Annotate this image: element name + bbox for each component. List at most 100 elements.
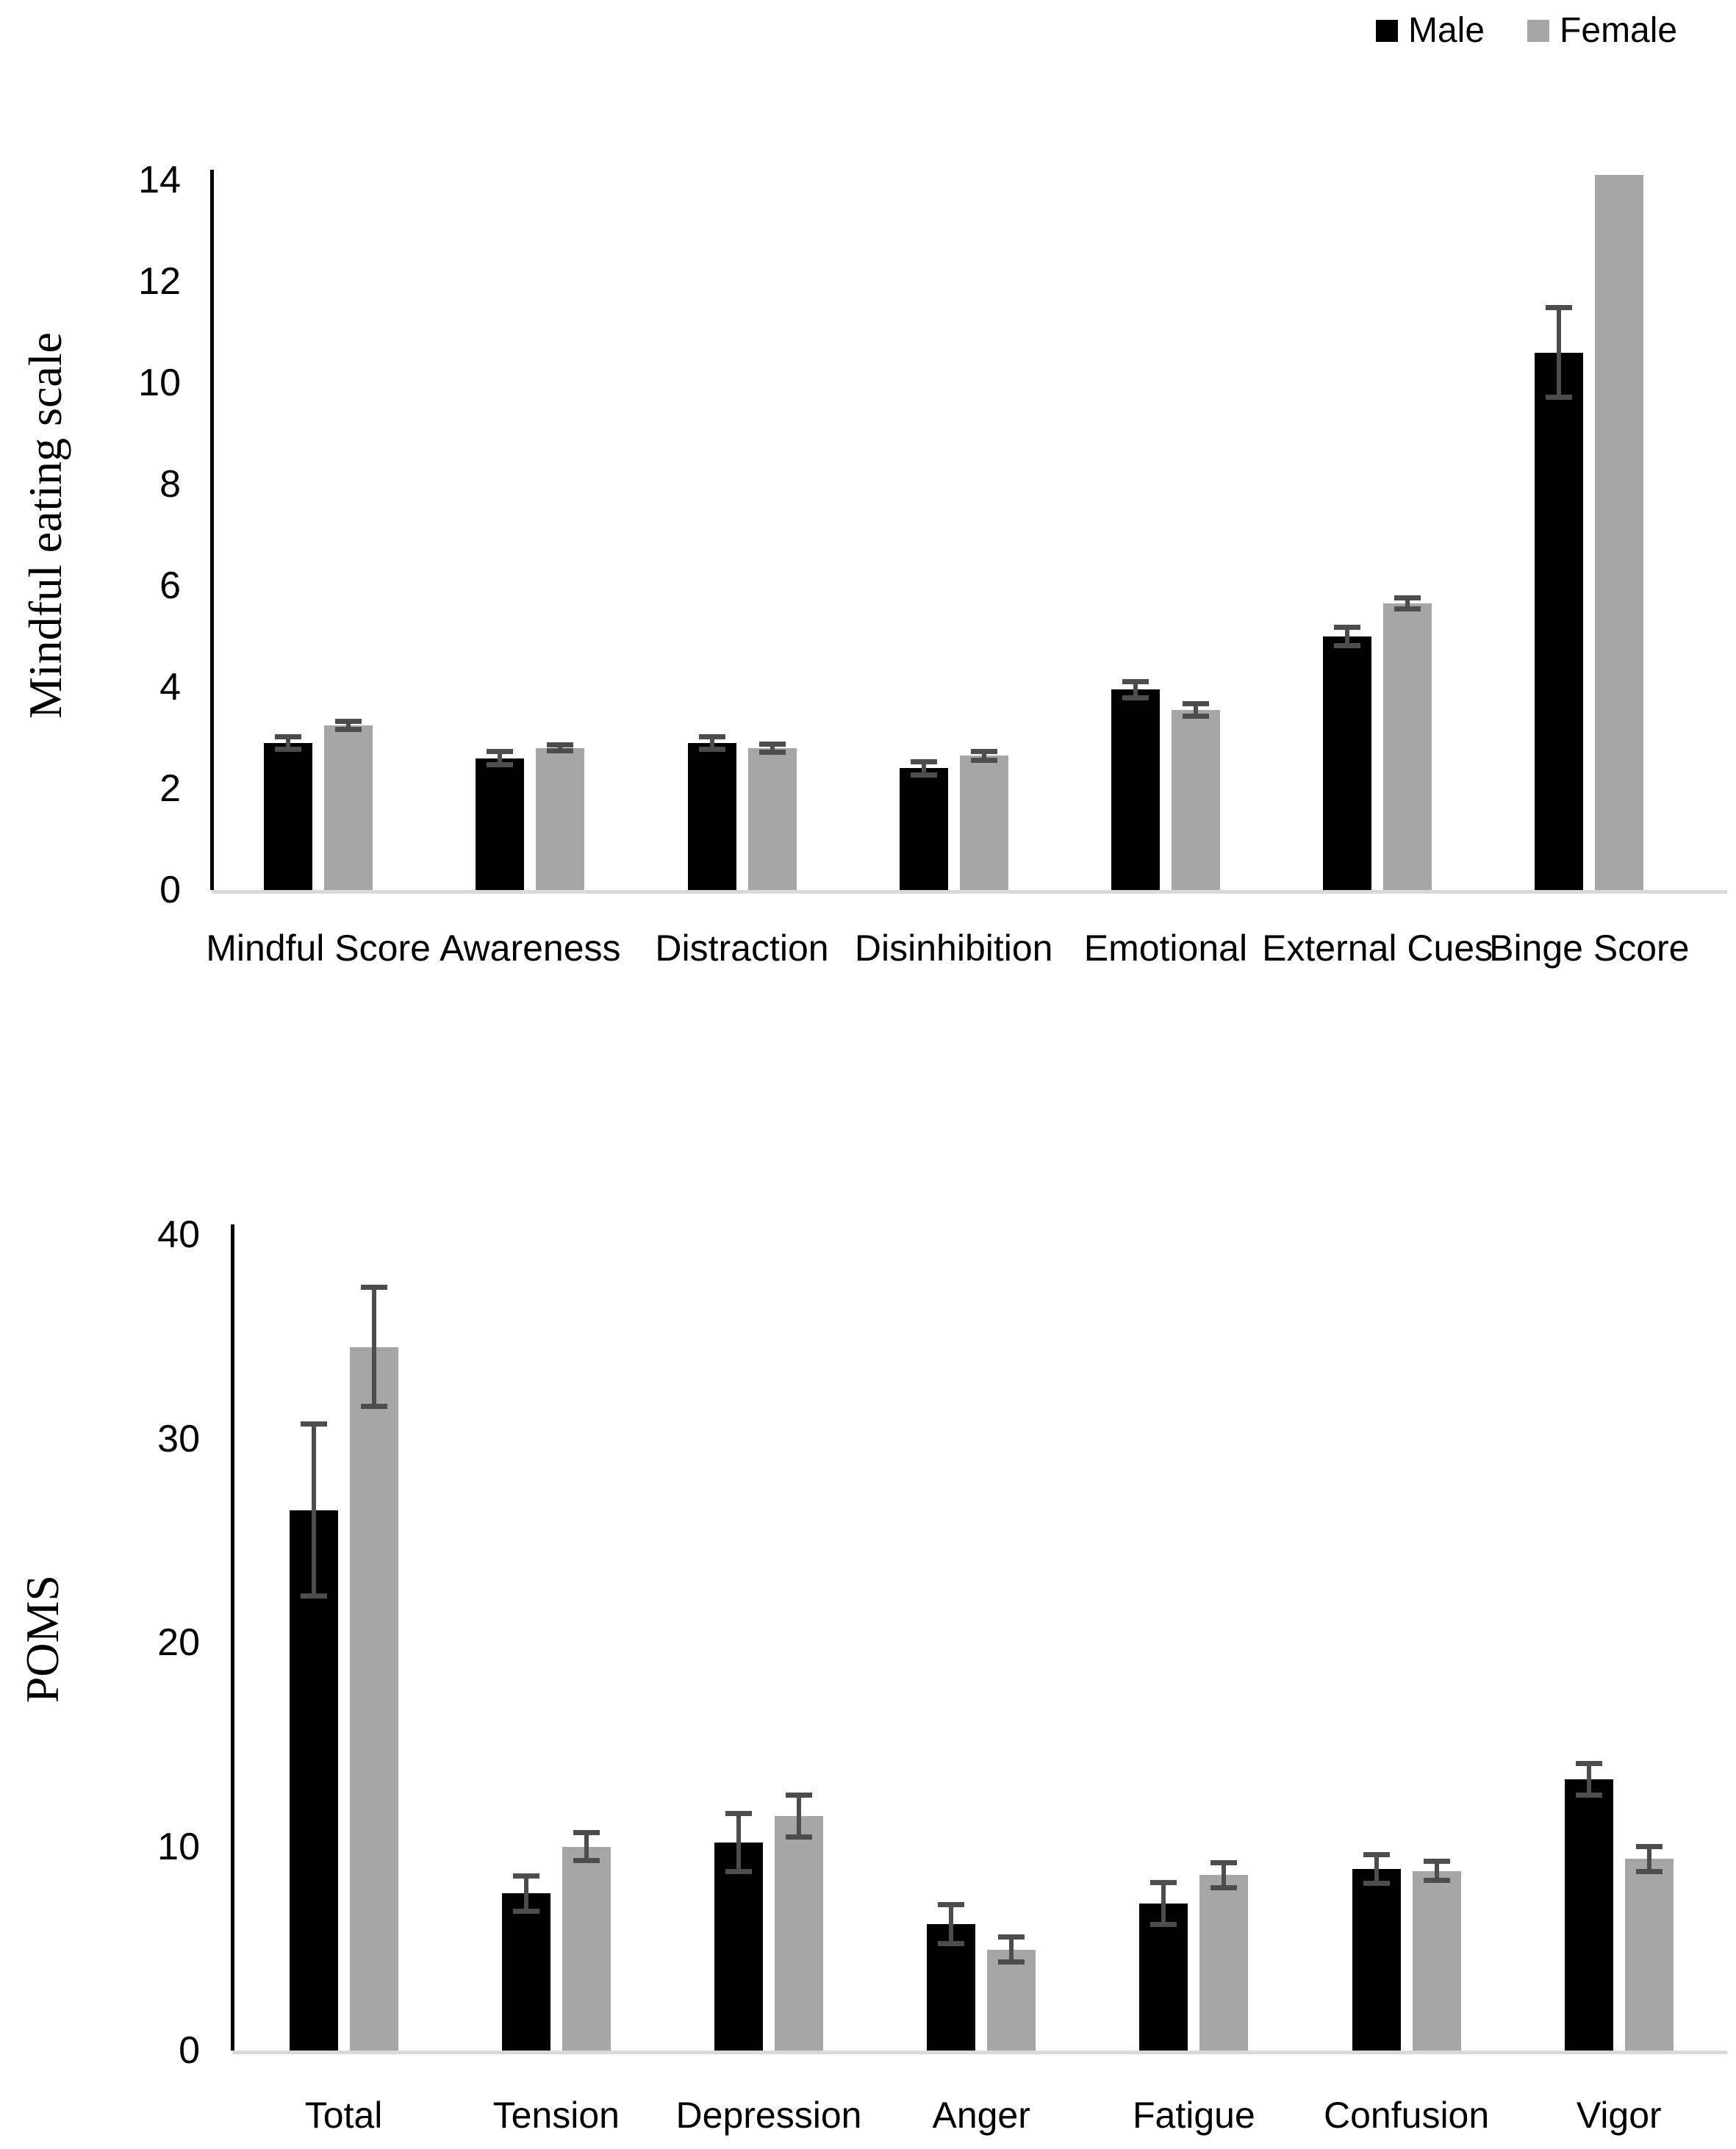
bar-female-mindful-score <box>324 725 373 890</box>
error-bar-cap-top-male-vigor <box>1575 1761 1602 1767</box>
legend-label-female: Female <box>1560 11 1678 50</box>
error-bar-cap-top-male-emotional <box>1122 679 1149 685</box>
error-bar-cap-bottom-male-disinhibition <box>910 772 937 778</box>
y-tick-label-0: 0 <box>179 2029 200 2072</box>
error-bar-line-male-depression <box>736 1814 741 1871</box>
error-bar-cap-top-male-confusion <box>1363 1851 1390 1857</box>
error-bar-line-male-vigor <box>1586 1764 1591 1795</box>
bar-female-awareness <box>536 747 585 890</box>
x-category-label-disinhibition: Disinhibition <box>854 928 1053 969</box>
error-bar-line-female-depression <box>797 1795 801 1837</box>
bar-male-binge-score <box>1535 352 1584 890</box>
x-category-label-tension: Tension <box>492 2095 620 2136</box>
error-bar-line-male-external-cues <box>1345 627 1350 646</box>
bar-male-mindful-score <box>264 742 313 890</box>
bar-male-depression <box>714 1842 763 2051</box>
bar-male-distraction <box>687 742 736 890</box>
error-bar-cap-bottom-male-mindful-score <box>275 747 302 753</box>
error-bar-line-female-mindful-score <box>346 721 351 729</box>
error-bar-cap-top-female-vigor <box>1635 1843 1663 1849</box>
legend-item-female: Female <box>1527 10 1677 51</box>
error-bar-cap-bottom-female-emotional <box>1182 714 1209 720</box>
x-category-label-fatigue: Fatigue <box>1133 2095 1255 2136</box>
y-tick-label-2: 2 <box>159 767 181 810</box>
y-tick-label-0: 0 <box>159 869 181 911</box>
y-tick-label-14: 14 <box>138 159 181 201</box>
bar-female-depression <box>775 1815 823 2051</box>
x-category-label-awareness: Awareness <box>440 928 621 969</box>
bar-male-tension <box>501 1893 550 2051</box>
error-bar-line-female-distraction <box>770 744 775 752</box>
error-bar-cap-top-female-mindful-score <box>335 718 362 724</box>
error-bar-cap-top-male-total <box>300 1421 327 1427</box>
error-bar-line-male-disinhibition <box>921 762 926 775</box>
bar-female-disinhibition <box>959 756 1008 890</box>
bar-female-anger <box>987 1949 1036 2051</box>
error-bar-cap-top-male-anger <box>938 1901 965 1907</box>
error-bar-line-female-vigor <box>1646 1846 1651 1871</box>
male-swatch-icon <box>1376 19 1398 42</box>
error-bar-cap-bottom-female-disinhibition <box>970 757 997 763</box>
error-bar-cap-bottom-male-binge-score <box>1546 395 1573 401</box>
x-category-label-confusion: Confusion <box>1324 2095 1490 2136</box>
error-bar-line-male-anger <box>949 1904 954 1944</box>
y-tick-label-40: 40 <box>157 1213 200 1256</box>
error-bar-cap-top-female-external-cues <box>1394 595 1421 601</box>
error-bar-cap-top-male-external-cues <box>1334 624 1361 630</box>
y-axis-line <box>210 170 214 890</box>
error-bar-line-male-mindful-score <box>286 736 291 750</box>
error-bar-cap-top-male-awareness <box>487 749 514 755</box>
x-category-label-total: Total <box>304 2095 383 2136</box>
error-bar-cap-top-male-disinhibition <box>910 759 937 765</box>
error-bar-line-female-disinhibition <box>981 751 986 760</box>
error-bar-cap-bottom-male-anger <box>938 1941 965 1947</box>
error-bar-cap-bottom-female-external-cues <box>1394 606 1421 612</box>
bar-female-confusion <box>1412 1870 1461 2051</box>
error-bar-cap-top-female-distraction <box>758 741 786 747</box>
y-tick-label-12: 12 <box>138 260 181 303</box>
error-bar-line-female-awareness <box>558 745 563 751</box>
y-tick-label-30: 30 <box>157 1417 200 1460</box>
error-bar-cap-bottom-female-vigor <box>1635 1868 1663 1874</box>
error-bar-cap-bottom-female-depression <box>786 1834 812 1840</box>
x-category-label-anger: Anger <box>932 2095 1030 2136</box>
bar-male-awareness <box>476 758 525 890</box>
bar-male-confusion <box>1352 1869 1401 2051</box>
x-axis-line <box>212 890 1727 894</box>
x-category-label-emotional: Emotional <box>1083 928 1248 969</box>
error-bar-cap-top-male-binge-score <box>1546 304 1573 310</box>
error-bar-cap-bottom-male-total <box>300 1593 327 1599</box>
error-bar-line-female-anger <box>1009 1937 1014 1962</box>
x-category-label-mindful-score: Mindful Score <box>206 928 431 969</box>
error-bar-cap-bottom-female-fatigue <box>1210 1885 1238 1890</box>
error-bar-cap-bottom-female-total <box>360 1404 387 1410</box>
x-category-label-binge-score: Binge Score <box>1489 928 1690 969</box>
y-axis-line <box>231 1224 234 2051</box>
error-bar-cap-bottom-female-mindful-score <box>335 726 362 732</box>
x-category-label-depression: Depression <box>675 2095 862 2136</box>
female-swatch-icon <box>1527 19 1550 42</box>
error-bar-cap-top-female-depression <box>786 1793 812 1798</box>
error-bar-cap-bottom-male-fatigue <box>1150 1921 1177 1927</box>
legend-label-male: Male <box>1408 11 1485 50</box>
y-tick-label-10: 10 <box>138 362 181 404</box>
bar-female-vigor <box>1624 1859 1674 2051</box>
x-category-label-vigor: Vigor <box>1576 2095 1662 2136</box>
bar-male-external-cues <box>1323 636 1372 890</box>
error-bar-cap-top-female-emotional <box>1182 700 1209 706</box>
error-bar-cap-bottom-male-distraction <box>698 747 725 753</box>
error-bar-line-female-fatigue <box>1222 1862 1227 1887</box>
y-tick-label-10: 10 <box>157 1825 200 1868</box>
error-bar-line-male-awareness <box>498 752 503 764</box>
error-bar-cap-top-female-fatigue <box>1210 1859 1238 1865</box>
error-bar-cap-top-female-disinhibition <box>970 748 997 754</box>
legend: Male Female <box>1376 10 1677 51</box>
error-bar-cap-top-male-distraction <box>698 733 725 739</box>
x-axis-line <box>232 2051 1727 2054</box>
error-bar-cap-bottom-male-external-cues <box>1334 643 1361 649</box>
bar-male-fatigue <box>1139 1904 1188 2051</box>
error-bar-line-female-total <box>371 1288 376 1407</box>
bar-female-distraction <box>747 747 797 890</box>
